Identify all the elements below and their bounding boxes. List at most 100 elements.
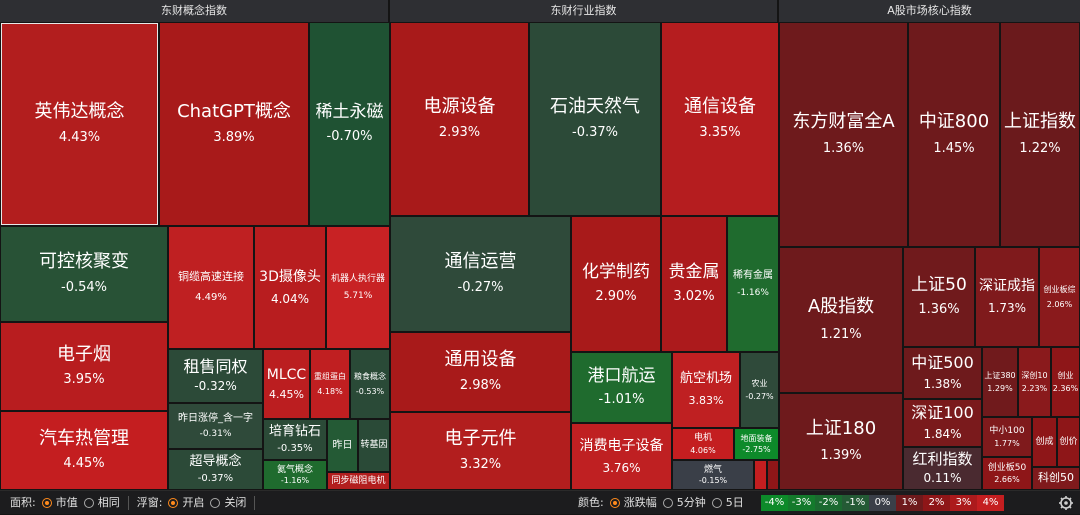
float-radio-on[interactable]	[168, 498, 179, 508]
legend-swatch: 4%	[977, 495, 1004, 511]
treemap-tile[interactable]: 燃气 -0.15%	[672, 460, 754, 490]
treemap-tile[interactable]: 上证180 1.39%	[779, 393, 903, 490]
treemap-tile[interactable]: 氦气概念 -1.16%	[263, 460, 327, 490]
treemap-tile[interactable]: 农业 -0.27%	[740, 352, 779, 428]
treemap-tile[interactable]: 消费电子设备 3.76%	[571, 423, 672, 490]
area-option-marketcap[interactable]: 市值	[55, 496, 78, 509]
color-option-5min[interactable]: 5分钟	[676, 496, 706, 509]
tile-name: 英伟达概念	[34, 101, 125, 123]
treemap-tile[interactable]: 化学制药 2.90%	[571, 216, 661, 352]
treemap-tile[interactable]: 地面装备 -2.75%	[734, 428, 779, 460]
treemap-tile[interactable]: 机器人执行器 5.71%	[326, 226, 390, 349]
tile-name: 中证800	[918, 110, 990, 132]
treemap-tile[interactable]: 通信运营 -0.27%	[390, 216, 571, 332]
color-radio-5day[interactable]	[711, 498, 722, 508]
color-option-5day[interactable]: 5日	[725, 496, 744, 509]
treemap-tile[interactable]: ChatGPT概念 3.89%	[159, 22, 309, 226]
treemap-tile[interactable]: 昨日	[327, 419, 358, 472]
treemap-tile[interactable]: 创业板50 2.66%	[982, 457, 1032, 490]
tile-name: 航空机场	[679, 371, 732, 387]
treemap-tile[interactable]: 铜缆高速连接 4.49%	[168, 226, 254, 349]
tile-pct: -0.54%	[61, 279, 107, 295]
treemap-tile[interactable]: 科创50	[1032, 467, 1080, 490]
treemap-tile[interactable]: 超导概念 -0.37%	[168, 449, 263, 490]
tile-pct: 4.49%	[195, 292, 227, 304]
tile-name: 上证50	[911, 274, 967, 295]
treemap-tile[interactable]: 昨日涨停_含一字 -0.31%	[168, 403, 263, 449]
color-radio-5min[interactable]	[662, 498, 673, 508]
tile-pct: 3.32%	[459, 456, 502, 472]
tile-name: 稀有金属	[733, 270, 773, 282]
float-option-on[interactable]: 开启	[182, 496, 205, 509]
treemap-tile[interactable]: 租售同权 -0.32%	[168, 349, 263, 403]
treemap-tile[interactable]: 航空机场 3.83%	[672, 352, 740, 428]
color-option-change[interactable]: 涨跌幅	[623, 496, 657, 509]
treemap-tile[interactable]: A股指数 1.21%	[779, 247, 903, 393]
treemap-tile[interactable]	[767, 460, 779, 490]
tile-name: 中小100	[989, 425, 1025, 436]
treemap-tile[interactable]: 电源设备 2.93%	[390, 22, 529, 216]
treemap-tile[interactable]: 港口航运 -1.01%	[571, 352, 672, 423]
treemap-tile[interactable]: 贵金属 3.02%	[661, 216, 727, 352]
panel-title: 东财行业指数	[550, 4, 617, 17]
treemap-tile[interactable]: 创业 2.36%	[1051, 347, 1080, 417]
float-radio-off[interactable]	[210, 498, 221, 508]
treemap-tile[interactable]: 转基因	[358, 419, 390, 472]
treemap-tile[interactable]: 电机 4.06%	[672, 428, 734, 460]
treemap-tile[interactable]: 3D摄像头 4.04%	[254, 226, 326, 349]
color-legend: -4% -3% -2% -1% 0% 1% 2% 3% 4%	[761, 495, 1004, 511]
treemap-tile[interactable]: 通用设备 2.98%	[390, 332, 571, 412]
treemap-tile[interactable]: 深证成指 1.73%	[975, 247, 1039, 347]
treemap-tile[interactable]: 红利指数 0.11%	[903, 447, 982, 490]
tile-name: 贵金属	[668, 261, 720, 282]
tile-pct: -0.37%	[572, 124, 618, 140]
treemap-tile[interactable]: 电子烟 3.95%	[0, 322, 168, 411]
area-radio-equal[interactable]	[83, 498, 94, 508]
treemap-tile[interactable]: 创成	[1032, 417, 1057, 467]
tile-name: 通信设备	[684, 96, 756, 118]
legend-swatch: 2%	[923, 495, 950, 511]
gear-icon[interactable]	[1058, 495, 1074, 511]
treemap-tile[interactable]: 可控核聚变 -0.54%	[0, 226, 168, 322]
float-option-off[interactable]: 关闭	[224, 496, 247, 509]
tile-name: 港口航运	[587, 366, 656, 387]
treemap-tile[interactable]: 中小100 1.77%	[982, 417, 1032, 457]
treemap-tile[interactable]: 粮食概念 -0.53%	[350, 349, 390, 419]
tile-pct: 4.45%	[269, 387, 304, 401]
treemap-tile[interactable]: 培育钻石 -0.35%	[263, 419, 327, 460]
treemap-tile[interactable]: 电子元件 3.32%	[390, 412, 571, 490]
color-radio-change[interactable]	[609, 498, 620, 508]
tile-pct: -0.15%	[698, 476, 728, 486]
treemap-tile[interactable]: MLCC 4.45%	[263, 349, 310, 419]
tile-pct: 4.45%	[63, 456, 105, 472]
treemap-tile[interactable]: 中证500 1.38%	[903, 347, 982, 399]
treemap-tile[interactable]: 英伟达概念 4.43%	[0, 22, 159, 226]
area-option-equal[interactable]: 相同	[97, 496, 120, 509]
treemap-tile[interactable]: 中证800 1.45%	[908, 22, 1000, 247]
treemap-tile[interactable]: 同步磁阻电机	[327, 472, 390, 490]
tile-name: 中证500	[911, 352, 974, 372]
treemap-tile[interactable]: 创价	[1057, 417, 1080, 467]
tile-name: MLCC	[266, 366, 307, 383]
treemap-tile[interactable]: 深创10 2.23%	[1018, 347, 1051, 417]
panel-title: A股市场核心指数	[887, 4, 972, 17]
panel-header-industry: 东财行业指数	[390, 0, 779, 22]
treemap-tile[interactable]: 稀土永磁 -0.70%	[309, 22, 390, 226]
treemap-tile[interactable]: 重组蛋白 4.18%	[310, 349, 350, 419]
tile-pct: -1.16%	[737, 287, 769, 298]
legend-swatch: -4%	[761, 495, 788, 511]
tile-name: 深创10	[1021, 371, 1048, 381]
treemap-tile[interactable]: 汽车热管理 4.45%	[0, 411, 168, 490]
treemap-tile[interactable]: 通信设备 3.35%	[661, 22, 779, 216]
treemap-tile[interactable]: 石油天然气 -0.37%	[529, 22, 661, 216]
treemap-tile[interactable]: 东方财富全A 1.36%	[779, 22, 908, 247]
treemap-tile[interactable]: 上证380 1.29%	[982, 347, 1018, 417]
treemap-tile[interactable]: 创业板综 2.06%	[1039, 247, 1080, 347]
area-radio-marketcap[interactable]	[41, 498, 52, 508]
treemap-tile[interactable]: 上证指数 1.22%	[1000, 22, 1080, 247]
tile-pct: 4.43%	[58, 129, 101, 145]
treemap-tile[interactable]: 深证100 1.84%	[903, 399, 982, 447]
treemap-tile[interactable]	[754, 460, 767, 490]
treemap-tile[interactable]: 稀有金属 -1.16%	[727, 216, 779, 352]
treemap-tile[interactable]: 上证50 1.36%	[903, 247, 975, 347]
